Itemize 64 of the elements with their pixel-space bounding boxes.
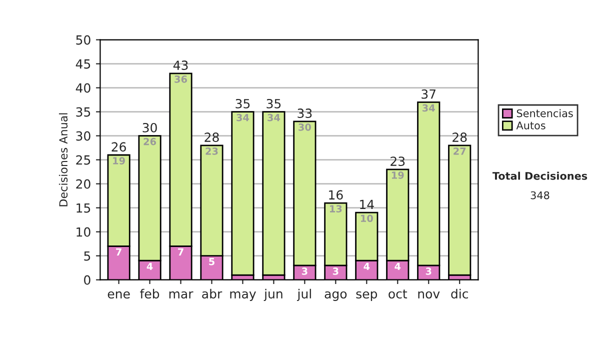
total-label: 26 — [112, 142, 126, 152]
data-label: 3 — [302, 268, 308, 275]
data-label: 13 — [330, 205, 342, 212]
x-tick-label: sep — [356, 291, 378, 301]
y-tick-label: 20 — [76, 179, 90, 189]
data-label: 3 — [426, 268, 432, 275]
y-tick-label: 5 — [84, 251, 90, 261]
x-tick-label: jun — [264, 288, 282, 301]
x-tick-label: feb — [140, 288, 160, 299]
text: Total Decisiones — [492, 172, 588, 180]
bar — [262, 111, 286, 276]
total-label: 35 — [236, 98, 250, 108]
x-tick-label: nov — [418, 291, 440, 299]
y-tick-label: 30 — [76, 131, 90, 141]
x-tick-label: mar — [169, 291, 194, 299]
y-tick-label: 35 — [76, 107, 90, 117]
y-tick-label: 15 — [76, 203, 90, 213]
y-tick-label: 45 — [76, 59, 90, 69]
data-label: 26 — [144, 138, 156, 146]
total-label: 28 — [452, 132, 467, 142]
data-label: 34 — [422, 104, 435, 112]
data-label: 27 — [454, 147, 466, 155]
x-tick-label: dic — [451, 288, 468, 299]
y-tick-label: 0 — [84, 275, 90, 285]
y-tick-label: 25 — [76, 155, 90, 165]
legend-label: Sentencias — [516, 109, 573, 118]
data-label: 4 — [394, 262, 401, 270]
total-label: 16 — [329, 190, 343, 200]
total-label: 35 — [266, 98, 281, 108]
data-label: 36 — [174, 75, 187, 83]
x-tick-label: abr — [202, 288, 222, 299]
data-label: 4 — [364, 262, 370, 270]
data-label: 34 — [236, 114, 250, 122]
data-label: 7 — [178, 248, 184, 256]
bar — [448, 144, 472, 276]
data-label: 5 — [209, 258, 214, 266]
total-label: 37 — [422, 89, 436, 99]
bar — [231, 111, 254, 276]
x-tick-label: ago — [324, 291, 347, 301]
data-label: 10 — [360, 214, 373, 222]
data-label: 19 — [113, 157, 125, 164]
total-label: 23 — [390, 156, 405, 166]
y-tick-label: 50 — [76, 35, 90, 45]
y-tick-label: 40 — [76, 83, 90, 93]
total-label: 30 — [142, 122, 157, 132]
x-tick-label: ene — [108, 291, 130, 299]
legend-label: Autos — [516, 122, 546, 130]
x-tick-label: may — [230, 291, 256, 301]
total-label: 14 — [360, 200, 374, 210]
total-label: 43 — [173, 60, 188, 70]
data-label: 23 — [206, 147, 218, 155]
y-axis-title: Decisiones Anual — [58, 113, 68, 206]
data-label: 7 — [116, 248, 122, 256]
y-tick-label: 10 — [76, 227, 90, 237]
data-label: 4 — [146, 262, 153, 270]
data-label: 34 — [268, 114, 280, 122]
data-label: 19 — [392, 172, 404, 179]
total-label: 33 — [298, 108, 312, 118]
total-label: 28 — [204, 132, 219, 142]
text: 348 — [530, 191, 550, 200]
data-label: 3 — [332, 268, 338, 275]
data-label: 30 — [298, 123, 311, 131]
x-tick-label: jul — [297, 288, 311, 301]
x-tick-label: oct — [388, 290, 408, 299]
